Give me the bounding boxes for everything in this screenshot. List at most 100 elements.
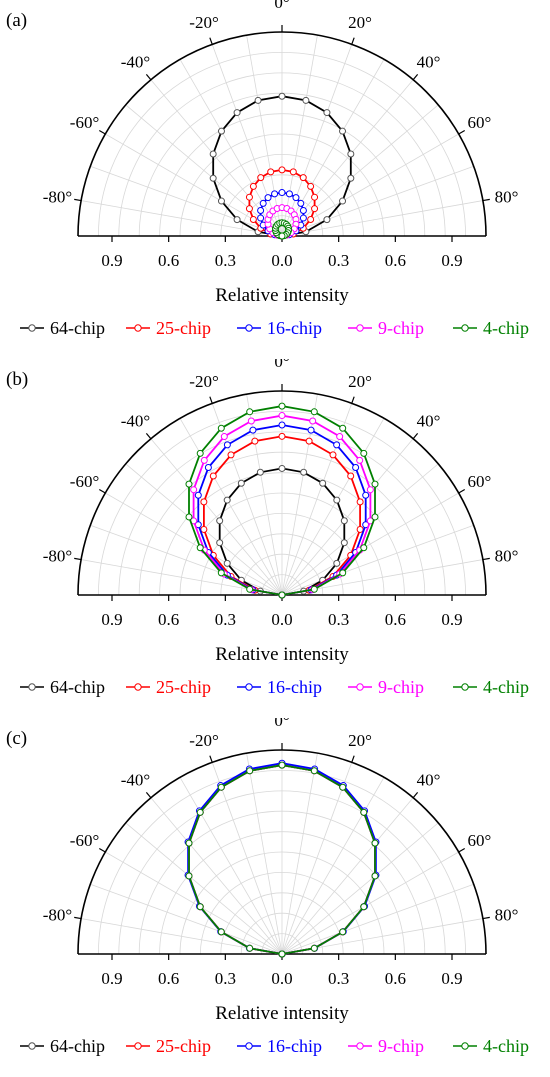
angle-tick-label: 40° [417, 411, 441, 430]
legend-label: 4-chip [483, 677, 529, 697]
data-point [323, 109, 331, 117]
angle-tick [145, 791, 152, 799]
data-point [190, 486, 198, 494]
angle-tick-label: 60° [468, 831, 492, 850]
grid-spoke [281, 59, 385, 237]
data-point [299, 214, 307, 222]
data-point [259, 199, 267, 207]
data-point [307, 426, 315, 434]
data-point [196, 544, 204, 552]
legend-marker [461, 1042, 469, 1050]
grid-spoke [281, 104, 439, 237]
legend-marker [134, 683, 142, 691]
data-point [249, 182, 257, 190]
data-point [196, 449, 204, 457]
angle-tick [412, 432, 419, 440]
radial-tick-label: 0.6 [158, 969, 179, 988]
angle-tick-label: 80° [495, 187, 519, 206]
legend-marker [245, 683, 253, 691]
data-point [200, 525, 208, 533]
data-point [196, 903, 204, 911]
radial-tick-label: 0.9 [441, 251, 462, 270]
data-point [223, 496, 231, 504]
data-point [371, 872, 379, 880]
data-point [307, 215, 315, 223]
legend-label: 25-chip [156, 318, 211, 338]
angle-tick [482, 557, 490, 561]
legend-label: 25-chip [156, 677, 211, 697]
legend-marker [461, 683, 469, 691]
angle-tick [412, 791, 419, 799]
data-point [246, 767, 254, 775]
data-point [245, 193, 253, 201]
data-point [339, 127, 347, 135]
angle-tick-label: -20° [189, 13, 218, 32]
legend-label: 64-chip [50, 677, 105, 697]
polar-chart-c: -80° -60° -40° -20° 0° 20° 40° 60° 80° 0.9 0.6 0.3 0… [6, 718, 529, 1056]
data-point [347, 472, 355, 480]
data-point [360, 903, 368, 911]
angle-tick-label: 40° [417, 52, 441, 71]
grid-spoke [211, 762, 283, 955]
grid-spoke [281, 883, 474, 955]
data-point [200, 456, 208, 464]
data-point [371, 839, 379, 847]
data-point [311, 193, 319, 201]
angle-tick-label: 20° [348, 372, 372, 391]
data-point [257, 174, 265, 182]
data-point [310, 944, 318, 952]
angle-tick-label: 80° [495, 546, 519, 565]
grid-spoke [150, 797, 283, 955]
data-point [223, 441, 231, 449]
data-point [371, 513, 379, 521]
data-point [333, 441, 341, 449]
data-point [267, 168, 275, 176]
data-point [200, 498, 208, 506]
radial-tick-label: 0.6 [158, 251, 179, 270]
angle-tick [98, 488, 106, 494]
grid-spoke [281, 762, 353, 955]
angle-tick-label: 0° [274, 359, 289, 371]
grid-spoke [281, 165, 474, 237]
grid-spoke [179, 59, 283, 237]
angle-tick-label: -60° [70, 472, 99, 491]
data-point [336, 433, 344, 441]
data-point [347, 150, 355, 158]
grid-spoke [281, 492, 459, 596]
data-point [292, 194, 300, 202]
legend-marker [245, 324, 253, 332]
grid-spoke [281, 438, 414, 596]
angle-tick-label: 60° [468, 113, 492, 132]
data-point [339, 197, 347, 205]
data-point [352, 464, 360, 471]
data-point [278, 421, 286, 429]
data-point [271, 190, 279, 198]
angle-tick-label: -20° [189, 731, 218, 750]
data-point [185, 480, 193, 488]
data-point [227, 451, 235, 459]
angle-tick-label: 60° [468, 472, 492, 491]
data-point [217, 928, 225, 936]
polar-chart-b: -80° -60° -40° -20° 0° 20° 40° 60° 80° 0.9 0.6 0.3 0… [6, 359, 529, 697]
data-point [299, 174, 307, 182]
legend-label: 9-chip [378, 1036, 424, 1056]
radial-tick-label: 0.3 [215, 610, 236, 629]
data-point [278, 591, 286, 599]
radial-tick-label: 0.6 [385, 969, 406, 988]
grid-spoke [105, 851, 283, 955]
legend-marker [28, 1042, 36, 1050]
radial-tick-label: 0.9 [101, 610, 122, 629]
data-point [246, 408, 254, 416]
grid-spoke [281, 822, 439, 955]
data-point [233, 216, 241, 224]
data-point [254, 96, 262, 104]
legend-label: 64-chip [50, 1036, 105, 1056]
grid-spoke [179, 777, 283, 955]
legend-label: 9-chip [378, 677, 424, 697]
data-point [217, 569, 225, 577]
data-point [360, 449, 368, 457]
legend-marker [134, 324, 142, 332]
data-point [278, 92, 286, 100]
legend-label: 9-chip [378, 318, 424, 338]
data-point [257, 207, 265, 215]
